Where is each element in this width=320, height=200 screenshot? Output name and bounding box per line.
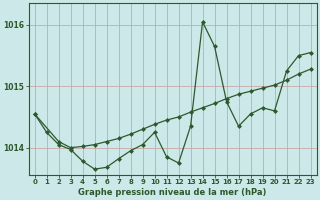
X-axis label: Graphe pression niveau de la mer (hPa): Graphe pression niveau de la mer (hPa) [78, 188, 267, 197]
